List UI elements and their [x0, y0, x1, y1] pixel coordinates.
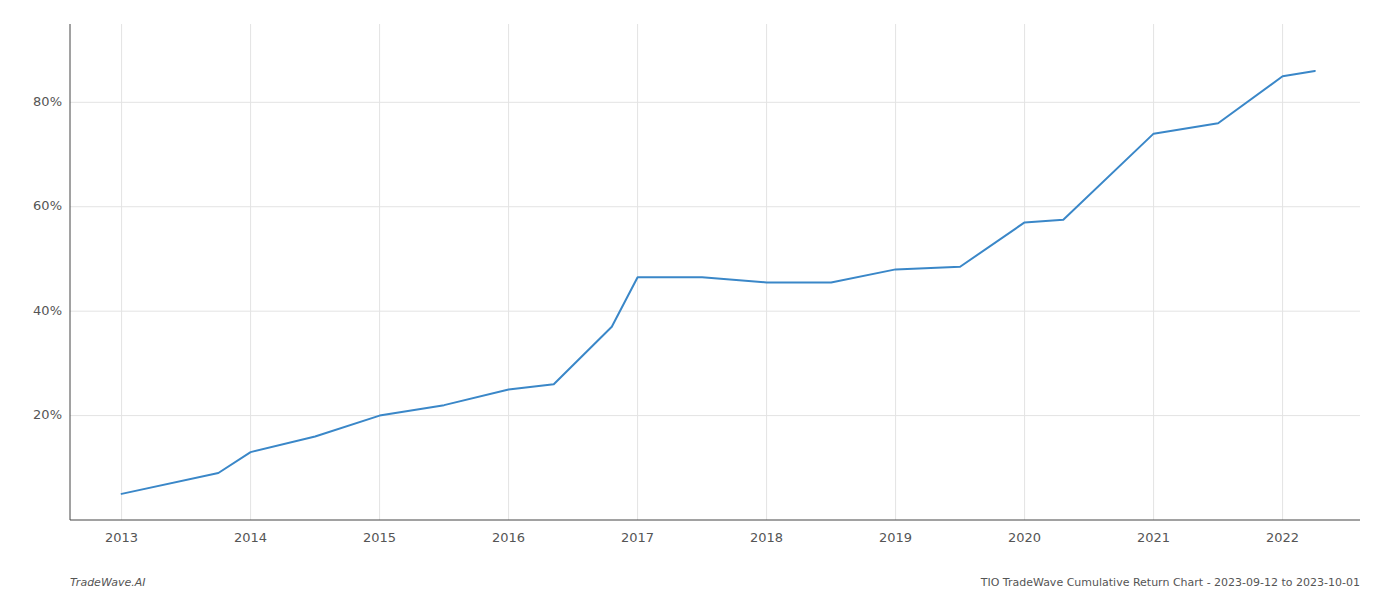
grid — [70, 24, 1360, 520]
x-grid-line — [379, 24, 380, 520]
x-tick-label: 2018 — [750, 530, 783, 545]
footer-left: TradeWave.AI — [70, 576, 145, 589]
y-grid-line — [70, 206, 1360, 207]
x-tick-label: 2019 — [879, 530, 912, 545]
y-axis-line — [70, 24, 71, 520]
x-tick-label: 2022 — [1266, 530, 1299, 545]
x-grid-line — [508, 24, 509, 520]
x-grid-line — [1153, 24, 1154, 520]
x-axis-line — [70, 520, 1360, 521]
data-line — [122, 71, 1315, 494]
x-tick-label: 2016 — [492, 530, 525, 545]
x-grid-line — [637, 24, 638, 520]
x-tick-label: 2015 — [363, 530, 396, 545]
x-grid-line — [1024, 24, 1025, 520]
y-tick-label: 80% — [33, 94, 62, 109]
x-tick-label: 2020 — [1008, 530, 1041, 545]
page: {"chart_data": {"type": "line", "x": [20… — [0, 0, 1400, 600]
x-tick-label: 2013 — [105, 530, 138, 545]
y-grid-line — [70, 311, 1360, 312]
y-grid-line — [70, 102, 1360, 103]
footer-right: TIO TradeWave Cumulative Return Chart - … — [980, 576, 1360, 589]
x-grid-line — [1282, 24, 1283, 520]
y-tick-label: 20% — [33, 407, 62, 422]
x-grid-line — [895, 24, 896, 520]
x-grid-line — [121, 24, 122, 520]
x-tick-label: 2017 — [621, 530, 654, 545]
x-tick-label: 2014 — [234, 530, 267, 545]
tick-labels: 20% 40% 60% 80% 2013 2014 2015 2016 2017 2018 2019… — [33, 94, 1299, 545]
axes — [70, 24, 1360, 520]
plot-area — [122, 71, 1315, 494]
chart: 20% 40% 60% 80% 2013 2014 2015 2016 2017 2018 2019… — [0, 0, 1400, 600]
x-grid-line — [766, 24, 767, 520]
footer: TradeWave.AI TIO TradeWave Cumulative Ret… — [70, 576, 1360, 589]
x-grid-line — [250, 24, 251, 520]
y-tick-label: 40% — [33, 303, 62, 318]
y-grid-line — [70, 415, 1360, 416]
x-tick-label: 2021 — [1137, 530, 1170, 545]
y-tick-label: 60% — [33, 198, 62, 213]
